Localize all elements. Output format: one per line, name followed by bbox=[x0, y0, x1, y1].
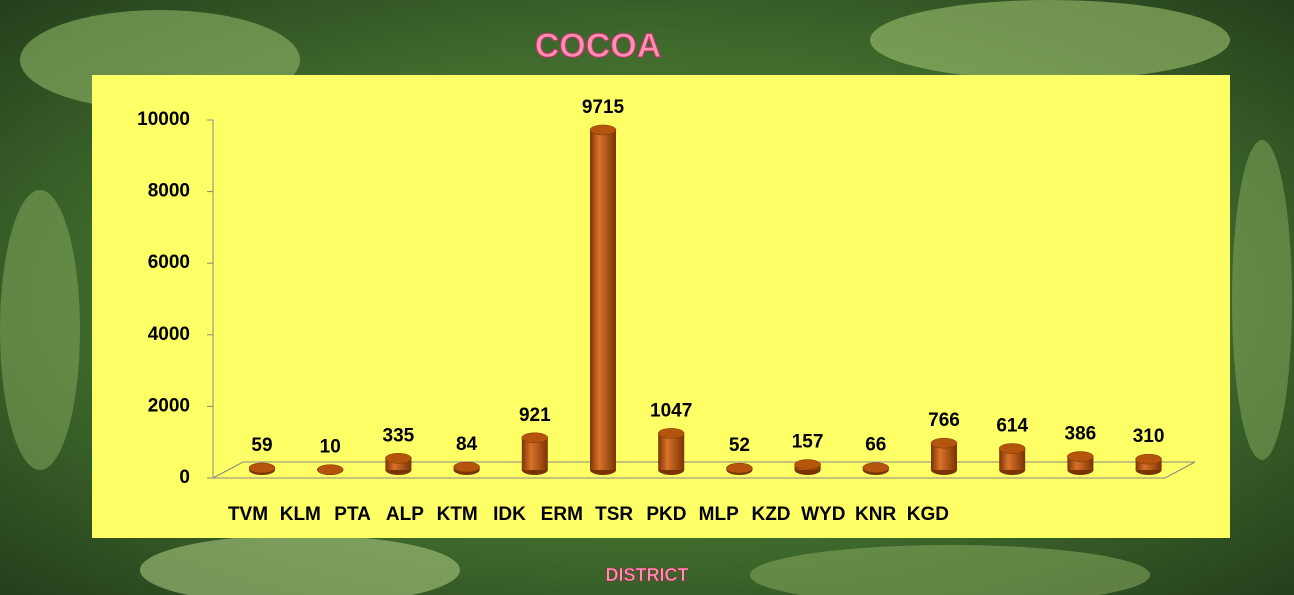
bar-top bbox=[726, 463, 752, 473]
data-label: 614 bbox=[996, 416, 1028, 437]
leaf bbox=[0, 190, 80, 470]
x-tick-label: PKD bbox=[646, 504, 686, 525]
y-tick-label: 10000 bbox=[137, 109, 190, 130]
x-tick-label: IDK bbox=[493, 504, 526, 525]
bar-top bbox=[590, 125, 616, 135]
bar bbox=[931, 438, 957, 475]
data-label: 59 bbox=[251, 435, 272, 456]
data-label: 9715 bbox=[582, 97, 625, 118]
x-tick-label: ALP bbox=[386, 504, 424, 525]
x-tick-label: PTA bbox=[334, 504, 371, 525]
data-label: 84 bbox=[456, 434, 478, 455]
bar-top bbox=[454, 462, 480, 472]
chart-title: COCOA bbox=[535, 27, 662, 65]
x-tick-label: TVM bbox=[228, 504, 268, 525]
x-tick-label: MLP bbox=[699, 504, 739, 525]
bar-top bbox=[1067, 451, 1093, 461]
bar-top bbox=[317, 465, 343, 475]
bar-body bbox=[658, 433, 684, 470]
chart: COCOA DISTRICT 0 2000 4000 6000 8000 10000 59 1… bbox=[0, 0, 1294, 595]
data-label: 386 bbox=[1065, 424, 1097, 445]
page: COCOA DISTRICT 0 2000 4000 6000 8000 10000 59 1… bbox=[0, 0, 1294, 595]
data-label: 335 bbox=[383, 425, 415, 446]
y-tick-label: 2000 bbox=[148, 395, 190, 416]
bar bbox=[249, 463, 275, 475]
bar bbox=[726, 463, 752, 475]
x-tick-label: KGD bbox=[907, 504, 949, 525]
bar bbox=[863, 463, 889, 475]
bar bbox=[795, 460, 821, 475]
bar-body bbox=[590, 130, 616, 470]
bar bbox=[999, 444, 1025, 475]
data-label: 310 bbox=[1133, 426, 1165, 447]
data-label: 10 bbox=[320, 437, 341, 458]
data-label: 921 bbox=[519, 405, 551, 426]
bar-top bbox=[658, 428, 684, 438]
bar-top bbox=[385, 453, 411, 463]
leaf bbox=[1232, 140, 1292, 460]
bar-top bbox=[863, 463, 889, 473]
y-tick-label: 8000 bbox=[148, 181, 190, 202]
bar bbox=[317, 465, 343, 475]
x-tick-label: KZD bbox=[751, 504, 790, 525]
bar-top bbox=[1136, 454, 1162, 464]
bar-top bbox=[522, 433, 548, 443]
data-label: 1047 bbox=[650, 400, 692, 421]
x-tick-label: TSR bbox=[595, 504, 633, 525]
data-label: 157 bbox=[792, 432, 824, 453]
bar-top bbox=[249, 463, 275, 473]
bar bbox=[1136, 454, 1162, 475]
x-tick-label: KLM bbox=[280, 504, 321, 525]
x-axis-title: DISTRICT bbox=[606, 565, 689, 585]
x-tick-label: KTM bbox=[437, 504, 478, 525]
bar bbox=[1067, 451, 1093, 475]
y-tick-label: 0 bbox=[179, 467, 190, 488]
bar bbox=[658, 428, 684, 475]
x-tick-label: WYD bbox=[801, 504, 845, 525]
x-tick-label: KNR bbox=[855, 504, 896, 525]
y-tick-label: 4000 bbox=[148, 324, 190, 345]
data-label: 66 bbox=[865, 435, 886, 456]
leaf bbox=[870, 0, 1230, 80]
bar bbox=[385, 453, 411, 475]
bar bbox=[590, 125, 616, 475]
bar bbox=[454, 462, 480, 475]
bar-top bbox=[931, 438, 957, 448]
data-label: 766 bbox=[928, 410, 960, 431]
bar-top bbox=[999, 444, 1025, 454]
bar bbox=[522, 433, 548, 475]
data-label: 52 bbox=[729, 435, 750, 456]
bar-top bbox=[795, 460, 821, 470]
y-tick-label: 6000 bbox=[148, 252, 190, 273]
x-tick-label: ERM bbox=[541, 504, 583, 525]
